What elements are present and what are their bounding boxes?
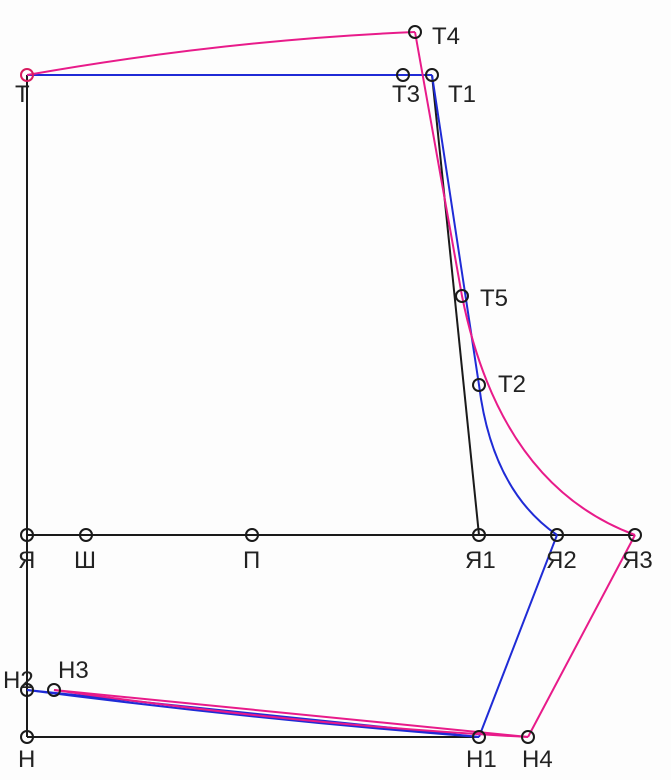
label-H3: Н3 — [58, 657, 89, 684]
label-H4: Н4 — [522, 746, 553, 773]
label-T5: Т5 — [480, 285, 508, 312]
label-YA2: Я2 — [546, 547, 577, 574]
label-YA: Я — [18, 547, 35, 574]
pattern-diagram: Т Т3 Т1 Т4 Т5 Т2 Я Ш П Я1 Я2 Я3 Н2 Н3 Н Н1 Н4 — [0, 0, 671, 780]
pink-segment — [54, 690, 528, 737]
label-T2: Т2 — [498, 371, 526, 398]
label-H1: Н1 — [466, 746, 497, 773]
label-YA1: Я1 — [465, 547, 496, 574]
label-T: Т — [15, 81, 30, 108]
label-P: П — [243, 547, 260, 574]
pink-segment — [528, 535, 635, 737]
label-H: Н — [18, 746, 35, 773]
label-H2: Н2 — [3, 667, 34, 694]
label-T4: Т4 — [432, 23, 460, 50]
black-segment — [432, 75, 479, 535]
pink-curve — [27, 32, 415, 75]
label-YA3: Я3 — [622, 547, 653, 574]
label-T1: Т1 — [448, 81, 476, 108]
label-T3: Т3 — [392, 81, 420, 108]
label-SH: Ш — [74, 547, 96, 574]
